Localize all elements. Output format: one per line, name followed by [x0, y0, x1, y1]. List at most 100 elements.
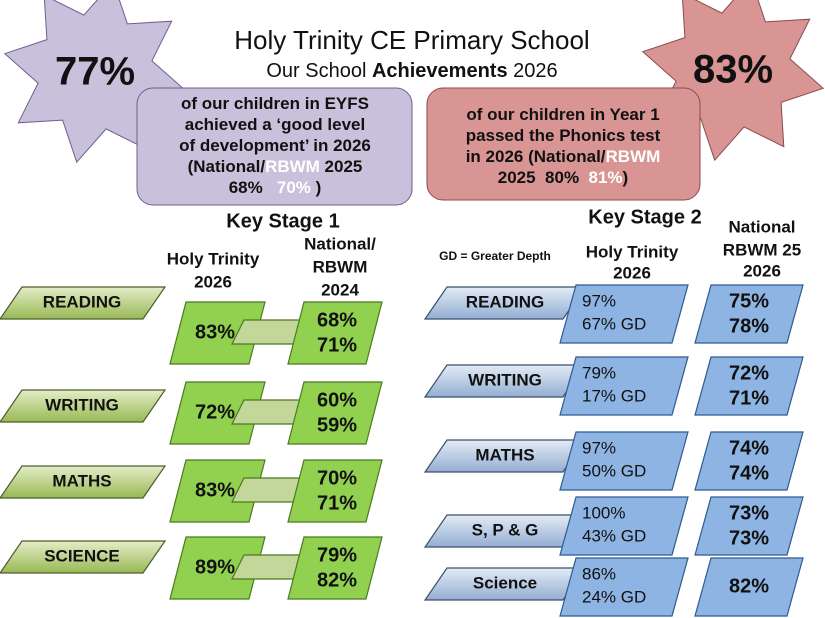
- value-box: [559, 356, 689, 416]
- value: 17% GD: [582, 386, 646, 405]
- value: 79%: [317, 544, 357, 566]
- label: 2024: [321, 280, 359, 299]
- label: RBWM: [313, 257, 368, 276]
- value: 73%: [729, 527, 769, 549]
- value-box: [559, 557, 689, 617]
- box-text: passed the Phonics test: [466, 126, 661, 145]
- value: 60%: [317, 389, 357, 411]
- box-line: (National/RBWM 2025: [188, 157, 363, 176]
- stat: 83%: [693, 48, 773, 92]
- value: 73%: [729, 502, 769, 524]
- value: 86%: [582, 564, 616, 583]
- value: 82%: [729, 575, 769, 597]
- box-text: of development’ in 2026: [179, 136, 371, 155]
- value: 79%: [582, 363, 616, 382]
- value-box: [559, 284, 689, 344]
- value: 100%: [582, 503, 625, 522]
- subject: WRITING: [468, 370, 542, 389]
- value: 59%: [317, 414, 357, 436]
- label: Holy Trinity: [167, 249, 260, 268]
- subject: READING: [43, 292, 121, 311]
- note: GD = Greater Depth: [439, 249, 551, 263]
- box-text: (National/: [188, 157, 266, 176]
- box-text: 70%: [277, 178, 311, 197]
- label: Holy Trinity: [586, 242, 679, 261]
- value-box: [169, 536, 266, 600]
- subject-tab: [423, 567, 587, 601]
- value: 71%: [317, 492, 357, 514]
- subject: S, P & G: [472, 520, 539, 539]
- box-line: 68% 70% ): [229, 178, 322, 197]
- value: 72%: [729, 362, 769, 384]
- value-box: [287, 301, 383, 365]
- value: 74%: [729, 462, 769, 484]
- box-line: of our children in EYFS: [181, 94, 369, 113]
- box-text: RBWM: [265, 157, 320, 176]
- value-box: [169, 301, 266, 365]
- value: 67% GD: [582, 314, 646, 333]
- label: 2026: [194, 272, 232, 291]
- phonics-box: [426, 87, 701, 201]
- subject-tab: [0, 465, 167, 499]
- label: 2026: [743, 261, 781, 280]
- box-line: of development’ in 2026: [179, 136, 371, 155]
- value-box: [694, 496, 804, 556]
- subtitle-text: 2026: [508, 60, 558, 82]
- box-text: of our children in Year 1: [466, 105, 659, 124]
- subject-tab: [423, 439, 587, 473]
- box-text: achieved a ‘good level: [185, 115, 365, 134]
- value-box: [169, 459, 266, 523]
- value: 24% GD: [582, 587, 646, 606]
- value: 68%: [317, 309, 357, 331]
- box-line: 2025 80% 81%): [498, 168, 628, 187]
- value-box: [694, 557, 804, 617]
- value: 83%: [195, 321, 235, 343]
- value: 97%: [582, 291, 616, 310]
- value: 71%: [729, 387, 769, 409]
- box-line: passed the Phonics test: [466, 126, 661, 145]
- value: 89%: [195, 556, 235, 578]
- value-box: [559, 496, 689, 556]
- subject-tab: [0, 286, 167, 320]
- value: 74%: [729, 437, 769, 459]
- box-text: RBWM: [606, 147, 661, 166]
- box-text: ): [311, 178, 321, 197]
- value-box: [694, 431, 804, 491]
- subject: SCIENCE: [44, 546, 120, 565]
- value-box: [559, 431, 689, 491]
- value-box: [287, 459, 383, 523]
- heading: Key Stage 2: [588, 206, 701, 228]
- heading: Key Stage 1: [226, 210, 339, 232]
- label: National/: [304, 234, 376, 253]
- box-text: 81%: [589, 168, 623, 187]
- eyfs-box: [136, 87, 413, 206]
- subject: Science: [473, 573, 537, 592]
- box-line: achieved a ‘good level: [185, 115, 365, 134]
- value-box: [694, 356, 804, 416]
- box-text: in 2026 (National/: [466, 147, 606, 166]
- box-line: of our children in Year 1: [466, 105, 659, 124]
- subject-tab: [0, 389, 167, 423]
- stat: 77%: [55, 50, 135, 94]
- subject: WRITING: [45, 395, 119, 414]
- box-text: ): [623, 168, 629, 187]
- value: 82%: [317, 569, 357, 591]
- value-box: [287, 381, 383, 445]
- subject-tab: [423, 286, 587, 320]
- subject-tab: [423, 364, 587, 398]
- subtitle-text: Our School: [266, 60, 372, 82]
- value: 75%: [729, 290, 769, 312]
- subject: MATHS: [475, 445, 534, 464]
- label: National: [728, 217, 795, 236]
- value: 83%: [195, 479, 235, 501]
- box-text: of our children in EYFS: [181, 94, 369, 113]
- subject: READING: [466, 292, 544, 311]
- subtitle-bold: Achievements: [372, 60, 508, 82]
- value-box: [169, 381, 266, 445]
- value: 70%: [317, 467, 357, 489]
- box-text: 68%: [229, 178, 277, 197]
- title: Holy Trinity CE Primary School: [234, 25, 589, 55]
- value: 78%: [729, 315, 769, 337]
